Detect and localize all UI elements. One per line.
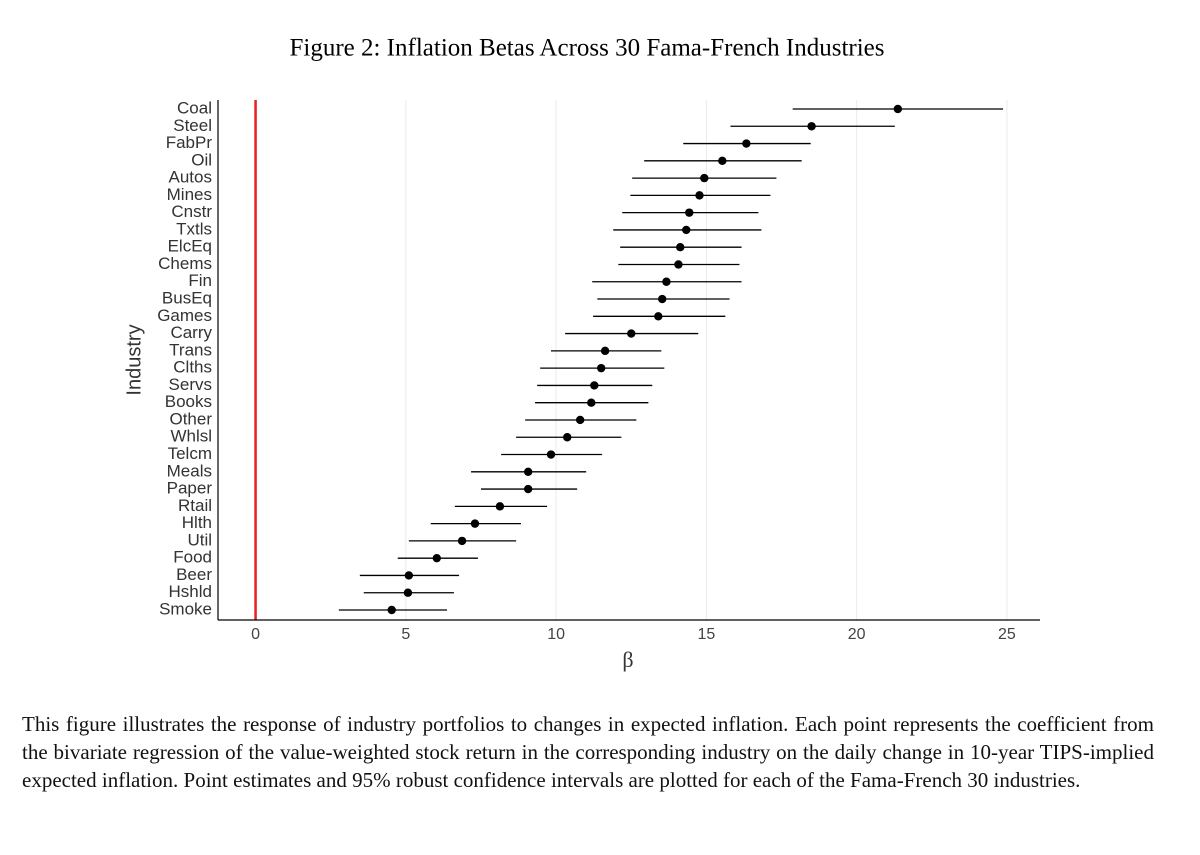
- point-estimate: [700, 173, 709, 183]
- caption: This figure illustrates the response of …: [22, 712, 1154, 792]
- y-tick-label: Chems: [158, 254, 212, 273]
- point-estimate: [807, 122, 816, 131]
- point-estimate: [742, 139, 751, 148]
- x-tick-label: 10: [547, 626, 565, 643]
- x-tick-label: 20: [848, 626, 866, 643]
- y-tick-label: Paper: [167, 479, 213, 498]
- point-estimate: [718, 156, 727, 166]
- chart-title: Figure 2: Inflation Betas Across 30 Fama…: [289, 35, 884, 62]
- y-tick-label: ElcEq: [168, 237, 212, 256]
- point-estimate: [457, 536, 467, 546]
- point-estimate: [654, 312, 663, 321]
- chart: Figure 2: Inflation Betas Across 30 Fama…: [123, 35, 1040, 672]
- y-tick-label: Hshld: [169, 582, 212, 601]
- point-estimate: [404, 571, 414, 580]
- y-tick-label: Coal: [177, 98, 212, 117]
- point-estimate: [682, 225, 691, 235]
- y-tick-label: Steel: [173, 116, 212, 135]
- y-tick-label: Util: [187, 530, 212, 549]
- y-tick-label: Clths: [173, 358, 212, 377]
- point-estimate: [893, 104, 903, 114]
- y-tick-label: Rtail: [178, 496, 212, 515]
- point-estimate: [563, 433, 572, 442]
- point-estimate: [674, 260, 683, 269]
- x-tick-label: 5: [401, 626, 410, 643]
- y-tick-label: Carry: [170, 323, 212, 342]
- y-tick-label: Whlsl: [170, 427, 212, 446]
- point-estimate: [662, 277, 671, 286]
- y-tick-label: Telcm: [168, 444, 212, 463]
- point-estimate: [596, 363, 606, 373]
- y-tick-label: BusEq: [162, 289, 212, 308]
- y-tick-label: FabPr: [166, 133, 213, 152]
- y-tick-label: Games: [157, 306, 212, 325]
- y-tick-label: Cnstr: [171, 202, 212, 221]
- y-tick-label: Books: [165, 392, 212, 411]
- point-estimate: [523, 467, 533, 476]
- point-estimate: [495, 502, 505, 511]
- point-estimate: [600, 346, 610, 356]
- y-tick-label: Mines: [167, 185, 212, 204]
- x-axis-label: β: [622, 647, 633, 672]
- y-tick-label: Smoke: [159, 599, 212, 618]
- point-estimate: [676, 243, 685, 252]
- point-estimate: [590, 381, 599, 390]
- y-tick-label: Fin: [188, 271, 212, 290]
- point-estimate: [470, 519, 480, 528]
- y-tick-label: Servs: [169, 375, 212, 394]
- point-estimate: [695, 191, 704, 200]
- y-tick-label: Autos: [169, 168, 212, 187]
- point-estimate: [546, 450, 556, 459]
- y-tick-label: Txtls: [176, 219, 212, 238]
- y-tick-label: Hlth: [182, 513, 212, 532]
- point-estimate: [575, 415, 585, 425]
- point-estimate: [685, 208, 694, 217]
- point-estimate: [587, 398, 596, 407]
- y-tick-label: Trans: [169, 340, 212, 359]
- y-tick-label: Oil: [191, 150, 212, 169]
- x-tick-label: 0: [251, 626, 260, 643]
- x-tick-label: 15: [697, 626, 715, 643]
- point-estimate: [658, 294, 667, 304]
- y-axis-label: Industry: [123, 324, 145, 395]
- y-tick-label: Other: [169, 409, 212, 428]
- y-tick-label: Beer: [176, 565, 212, 584]
- point-estimate: [387, 605, 396, 615]
- y-tick-label: Meals: [167, 461, 212, 480]
- point-estimate: [403, 588, 413, 597]
- y-tick-label: Food: [173, 548, 212, 567]
- point-estimate: [432, 553, 441, 563]
- point-estimate: [523, 484, 533, 494]
- x-tick-label: 25: [998, 626, 1016, 643]
- point-estimate: [627, 329, 636, 338]
